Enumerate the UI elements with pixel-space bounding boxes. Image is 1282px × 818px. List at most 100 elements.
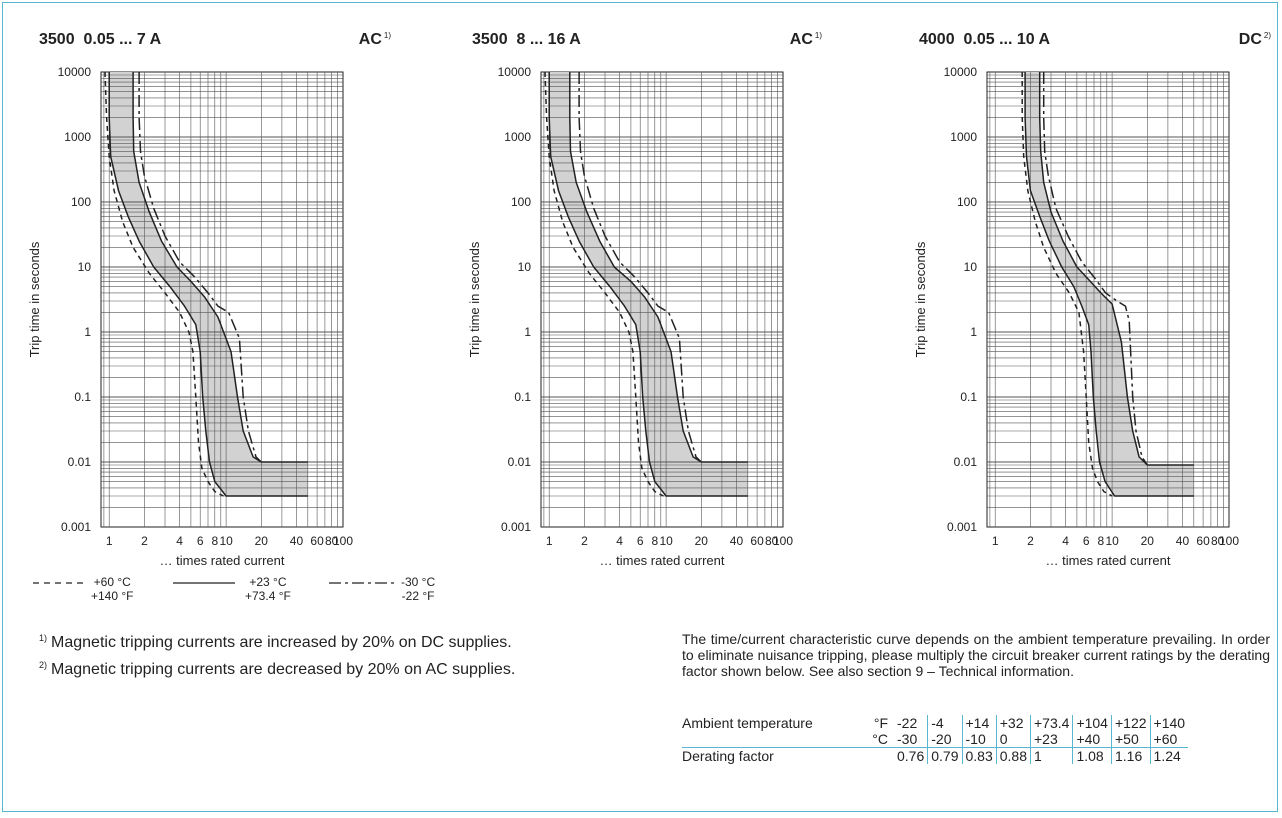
footnote-text: Magnetic tripping currents are increased… (51, 634, 512, 651)
unit-f: °F (873, 715, 888, 731)
curve-dashdot (578, 72, 702, 463)
temp-f-cell: -4 (927, 715, 962, 731)
temp-f-cell: +140 (1149, 715, 1189, 731)
derating-table: Ambient temperature °F -22 -4 +14 +32 +7… (682, 715, 1189, 764)
factor-cell: 0.79 (927, 747, 962, 764)
x-tick-label: 100 (333, 534, 353, 548)
temp-f-cell: +122 (1110, 715, 1151, 731)
temp-f-cell: +73.4 (1029, 715, 1073, 731)
y-tick-label: 0.001 (947, 520, 977, 534)
y-grid (541, 74, 783, 508)
legend-line1: +60 °C (93, 575, 131, 589)
chart-badge-note: 1) (814, 31, 822, 40)
chart-title: 3500 8 ... 16 A (472, 31, 581, 48)
x-tick-label: 8 (211, 534, 218, 548)
curve-dashdot (1042, 72, 1148, 466)
temp-c-cell: 0 (995, 731, 1031, 748)
x-tick-label: 20 (695, 534, 709, 548)
chart-header: 3500 0.05 ... 7 A AC 1) (39, 31, 391, 55)
temp-c-cell: +23 (1029, 731, 1073, 748)
x-tick-label: 100 (1219, 534, 1239, 548)
x-tick-label: 10 (219, 534, 233, 548)
y-tick-label: 10 (78, 260, 92, 274)
y-tick-label: 10 (964, 260, 978, 274)
y-tick-label: 0.01 (954, 455, 978, 469)
legend-line2: +140 °F (91, 589, 134, 603)
temp-c-cell: +50 (1110, 731, 1151, 748)
temp-c-cell: +40 (1072, 731, 1112, 748)
y-tick-label: 10000 (498, 65, 532, 79)
curve-dashdot (138, 72, 262, 463)
chart-badge-note: 1) (383, 31, 391, 40)
legend-line2: +73.4 °F (245, 589, 291, 603)
y-tick-label: 0.01 (508, 455, 532, 469)
x-tick-label: 60 (310, 534, 324, 548)
legend-label: +60 °C +140 °F (91, 575, 134, 603)
ambient-temperature-label: Ambient temperature (682, 715, 813, 731)
empty-cell (682, 731, 865, 748)
x-tick-label: 2 (1027, 534, 1034, 548)
x-tick-label: 4 (1062, 534, 1069, 548)
chart-badge: AC 1) (790, 31, 822, 49)
temp-c-cell: +60 (1149, 731, 1189, 748)
x-tick-label: 8 (651, 534, 658, 548)
chart-badge-text: AC (789, 31, 813, 48)
temp-c-cell: -10 (961, 731, 997, 748)
y-tick-label: 10000 (58, 65, 92, 79)
footnote-mark: 2) (39, 660, 48, 670)
y-tick-label: 0.1 (514, 390, 531, 404)
legend-line2: -22 °F (401, 589, 435, 603)
x-tick-label: 40 (1176, 534, 1190, 548)
y-axis-label: Trip time in seconds (467, 241, 482, 357)
x-grid (989, 72, 1225, 527)
y-tick-label: 0.01 (68, 455, 92, 469)
curve-dashed (1021, 72, 1113, 497)
x-tick-label: 1 (546, 534, 553, 548)
y-tick-label: 1 (970, 325, 977, 339)
x-tick-label: 40 (730, 534, 744, 548)
x-tick-label: 1 (106, 534, 113, 548)
factor-cell: 1 (1029, 747, 1073, 764)
chart-header: 4000 0.05 ... 10 A DC 2) (919, 31, 1271, 55)
temp-f-cell: +14 (961, 715, 997, 731)
factor-cell: 0.83 (961, 747, 997, 764)
y-grid (101, 74, 343, 508)
temp-c-cell: -30 (894, 731, 928, 748)
curve-solid (1038, 72, 1194, 466)
x-axis-label: … times rated current (1046, 553, 1171, 568)
y-tick-label: 0.1 (960, 390, 977, 404)
x-tick-label: 60 (1196, 534, 1210, 548)
chart-header: 3500 8 ... 16 A AC 1) (472, 31, 822, 55)
y-tick-label: 10000 (944, 65, 978, 79)
x-tick-label: 20 (1141, 534, 1155, 548)
curve-solid (108, 72, 308, 497)
x-tick-label: 4 (176, 534, 183, 548)
factor-cell: 0.76 (897, 748, 925, 764)
curve-solid (132, 72, 308, 463)
derating-factor-row: Derating factor 0.76 0.79 0.83 0.88 1 1.… (682, 747, 1189, 764)
factor-cell: 0.88 (995, 747, 1031, 764)
factor-cell: 1.16 (1110, 747, 1151, 764)
chart-badge-note: 2) (1263, 31, 1271, 40)
y-axis-label: Trip time in seconds (27, 241, 42, 357)
chart-title: 4000 0.05 ... 10 A (919, 31, 1051, 48)
x-tick-label: 80 (1211, 534, 1225, 548)
factor-cell: 1.08 (1072, 747, 1112, 764)
y-tick-label: 1000 (950, 130, 977, 144)
y-grid (987, 74, 1229, 508)
y-axis-label: Trip time in seconds (913, 241, 928, 357)
x-tick-label: 2 (581, 534, 588, 548)
legend-line1: +23 °C (249, 575, 287, 589)
legend: +60 °C +140 °F +23 °C +73.4 °F -30 °C -2… (33, 575, 453, 615)
legend-line1: -30 °C (401, 575, 436, 589)
chart-badge-text: AC (358, 31, 382, 48)
y-tick-label: 0.001 (501, 520, 531, 534)
x-grid (103, 72, 339, 527)
x-axis-label: … times rated current (600, 553, 725, 568)
y-tick-label: 10 (518, 260, 532, 274)
temp-f-cell: -22 (897, 715, 918, 731)
